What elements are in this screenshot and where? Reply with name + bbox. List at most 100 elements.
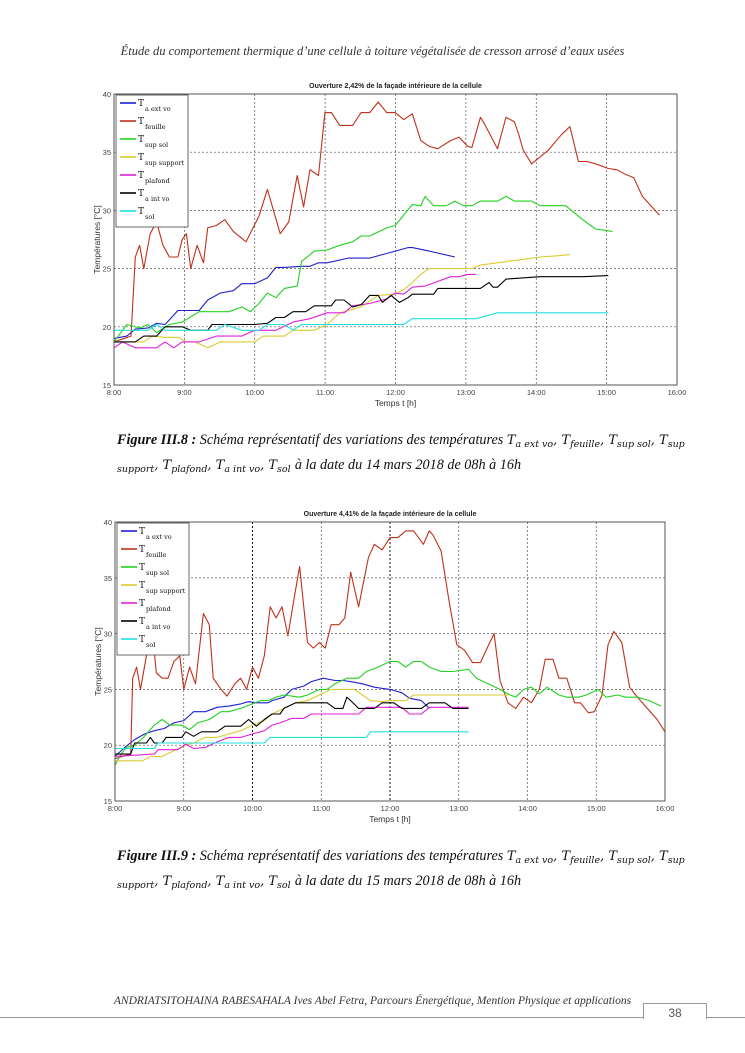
- y-tick-label: 35: [104, 574, 112, 583]
- series-line-a-int-vo: [115, 696, 469, 755]
- legend-subscript: sup sol: [146, 569, 169, 577]
- y-tick-label: 15: [103, 381, 111, 390]
- temperature-symbol: Ta int vo,: [215, 458, 269, 475]
- legend-label: T: [139, 563, 145, 573]
- series-line-sup-support: [115, 688, 508, 762]
- temperature-symbol: Tplafond,: [162, 874, 216, 891]
- figure-label: Figure III.8 :: [117, 432, 197, 448]
- figure-label: Figure III.9 :: [117, 848, 197, 864]
- legend-subscript: a ext vo: [145, 105, 171, 113]
- y-axis-label: Températures [°C]: [92, 205, 102, 274]
- y-axis-label: Températures [°C]: [93, 627, 103, 696]
- legend-label: T: [139, 527, 145, 537]
- y-tick-label: 20: [103, 323, 111, 332]
- y-tick-label: 40: [104, 518, 112, 527]
- plot-frame: [113, 93, 678, 386]
- legend-label: T: [138, 99, 144, 109]
- legend-subscript: sup support: [146, 587, 186, 595]
- page-number: 38: [643, 1003, 707, 1020]
- chart-title: Ouverture 2,42% de la façade intérieure …: [309, 83, 482, 90]
- y-tick-label: 30: [103, 206, 111, 215]
- caption-text: Schéma représentatif des variations des …: [199, 432, 504, 448]
- caption-symbols: Ta ext vo, Tfeuille, Tsup sol, Tsup supp…: [117, 848, 685, 891]
- x-tick-label: 9:00: [177, 388, 192, 397]
- legend-subscript: plafond: [146, 605, 171, 613]
- legend-subscript: sol: [146, 641, 155, 649]
- x-tick-label: 13:00: [449, 804, 468, 813]
- legend-subscript: plafond: [145, 177, 170, 185]
- temperature-symbol: Tsup sol,: [608, 849, 660, 866]
- y-tick-label: 30: [104, 630, 112, 639]
- legend-subscript: feuille: [145, 123, 166, 131]
- x-tick-label: 12:00: [386, 388, 405, 397]
- legend-box: [115, 94, 189, 228]
- series-line-feuille: [113, 101, 660, 343]
- temperature-symbol: Tfeuille,: [561, 849, 609, 866]
- x-tick-label: 13:00: [456, 388, 475, 397]
- x-tick-label: 16:00: [668, 388, 687, 397]
- footer-divider: [0, 1017, 745, 1018]
- series-line-feuille: [114, 530, 666, 760]
- legend-label: T: [138, 153, 144, 163]
- y-tick-label: 40: [103, 90, 111, 99]
- series-line-a-ext-vo: [113, 247, 456, 339]
- series-line-sup-sol: [113, 195, 613, 343]
- temperature-symbol: Tsol: [268, 874, 291, 891]
- caption-text: Schéma représentatif des variations des …: [199, 848, 504, 864]
- temperature-symbol: Ta ext vo,: [506, 849, 562, 866]
- series-line-sol: [114, 312, 609, 331]
- legend-subscript: a ext vo: [146, 533, 172, 541]
- chart-figure-III-8: 8:00 9:00 10:00 11:00 12:00 13:00 14:00 15:00 16…: [92, 83, 687, 408]
- series-line-plafond: [114, 706, 469, 757]
- legend-subscript: feuille: [146, 551, 167, 559]
- x-axis-label: Temps t [h]: [375, 398, 417, 408]
- temperature-symbol: Ta ext vo,: [506, 433, 562, 450]
- figure-III-9: 8:00 9:00 10:00 11:00 12:00 13:00 14:00 15:00 16…: [93, 511, 675, 824]
- x-tick-label: 11:00: [316, 388, 334, 397]
- legend-label: T: [138, 117, 144, 127]
- x-tick-label: 14:00: [527, 388, 546, 397]
- x-tick-label: 16:00: [656, 804, 675, 813]
- legend-label: T: [138, 135, 144, 145]
- x-tick-label: 15:00: [587, 804, 606, 813]
- temperature-symbol: Tfeuille,: [561, 433, 609, 450]
- x-tick-label: 15:00: [597, 388, 616, 397]
- series-line-plafond: [113, 273, 477, 349]
- x-tick-label: 14:00: [518, 804, 537, 813]
- caption-date: à la date du 14 mars 2018 de 08h à 16h: [294, 457, 522, 473]
- plot-frame: [114, 521, 666, 802]
- y-tick-label: 35: [103, 148, 111, 157]
- figure-III-8: 8:00 9:00 10:00 11:00 12:00 13:00 14:00 15:00 16…: [0, 0, 745, 420]
- legend-label: T: [139, 617, 145, 627]
- series-line-a-int-vo: [114, 275, 609, 343]
- x-tick-label: 8:00: [107, 388, 122, 397]
- y-tick-label: 25: [103, 265, 111, 274]
- legend-label: T: [139, 545, 145, 555]
- series-line-sol: [115, 731, 469, 750]
- x-tick-label: 10:00: [245, 388, 264, 397]
- temperature-symbol: Tplafond,: [162, 458, 216, 475]
- legend-label: T: [138, 207, 144, 217]
- x-axis-label: Temps t [h]: [369, 814, 411, 824]
- legend-label: T: [139, 635, 145, 645]
- chart-title: Ouverture 4,41% de la façade intérieure …: [304, 511, 477, 518]
- y-tick-label: 15: [104, 797, 112, 806]
- legend-subscript: a int vo: [146, 623, 171, 631]
- legend-subscript: sup sol: [145, 141, 168, 149]
- series-line-a-ext-vo: [114, 677, 430, 757]
- caption-date: à la date du 15 mars 2018 de 08h à 16h: [294, 873, 522, 889]
- caption-symbols: Ta ext vo, Tfeuille, Tsup sol, Tsup supp…: [117, 432, 685, 475]
- x-tick-label: 12:00: [381, 804, 400, 813]
- caption-figure-III-8: Figure III.8 : Schéma représentatif des …: [117, 430, 717, 480]
- y-tick-label: 20: [104, 741, 112, 750]
- caption-figure-III-9: Figure III.9 : Schéma représentatif des …: [117, 846, 717, 896]
- x-tick-label: 8:00: [108, 804, 123, 813]
- series-line-sup-sol: [114, 660, 662, 766]
- x-tick-label: 10:00: [243, 804, 262, 813]
- page-footer: ANDRIATSITOHAINA RABESAHALA Ives Abel Fe…: [113, 995, 632, 1007]
- legend-box: [116, 522, 190, 656]
- temperature-symbol: Tsol: [268, 458, 291, 475]
- legend-label: T: [139, 581, 145, 591]
- temperature-symbol: Tsup sol,: [608, 433, 660, 450]
- temperature-symbol: Tsup support,: [117, 849, 685, 891]
